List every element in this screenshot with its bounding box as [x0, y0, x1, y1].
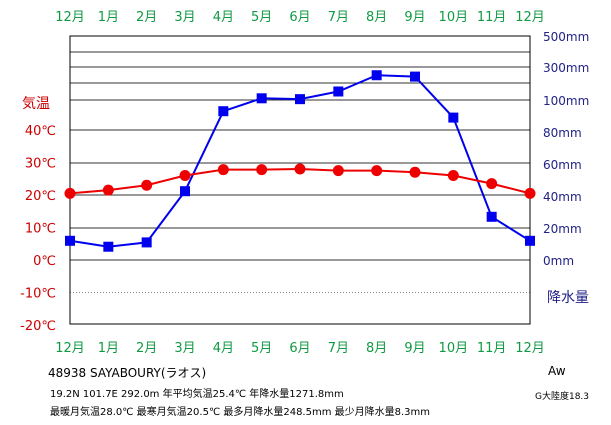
month-label-bottom: 6月 [289, 341, 310, 356]
precipitation-point [103, 241, 114, 252]
precipitation-tick-label: 500mm [543, 30, 589, 44]
month-label-bottom: 9月 [404, 341, 425, 356]
temperature-point [64, 187, 76, 199]
temperature-point [486, 178, 498, 190]
precipitation-point [218, 106, 229, 117]
station-summary-line-1: 19.2N 101.7E 292.0m 年平均気温25.4℃ 年降水量1271.… [50, 389, 344, 400]
month-label-bottom: 8月 [366, 341, 387, 356]
month-label-bottom: 11月 [477, 341, 507, 356]
station-name: 48938 SAYABOURY(ラオス) [48, 366, 207, 380]
temperature-point [371, 165, 383, 177]
temperature-point [179, 170, 191, 181]
temperature-point [256, 164, 268, 176]
month-label-top: 2月 [136, 10, 157, 25]
temperature-tick-label: 40℃ [25, 124, 56, 139]
temperature-tick-label: 0℃ [33, 254, 56, 269]
month-label-bottom: 10月 [439, 341, 469, 356]
month-label-top: 6月 [289, 10, 310, 25]
month-label-top: 11月 [477, 10, 507, 25]
temperature-tick-label: 30℃ [25, 157, 56, 172]
precipitation-tick-label: 80mm [543, 126, 582, 140]
month-label-top: 4月 [213, 10, 234, 25]
month-label-top: 3月 [174, 10, 195, 25]
precipitation-tick-label: 100mm [543, 94, 589, 108]
precipitation-point [141, 237, 152, 248]
month-label-bottom: 12月 [55, 341, 85, 356]
temperature-tick-label: 10℃ [25, 222, 56, 237]
precipitation-point [333, 86, 344, 97]
precipitation-point [256, 93, 267, 104]
month-label-bottom: 7月 [328, 341, 349, 356]
precipitation-point [410, 71, 420, 82]
temperature-point [524, 187, 536, 199]
temperature-point [447, 170, 459, 181]
temperature-point [102, 184, 114, 196]
temperature-tick-label: -20℃ [20, 319, 56, 334]
top-month-labels: 12月 1月 2月 3月 4月 5月 6月 7月 8月 9月 10月 11月 12月 [55, 10, 545, 25]
month-label-top: 10月 [439, 10, 469, 25]
precipitation-point [295, 94, 305, 105]
temperature-point [141, 179, 153, 191]
month-label-top: 12月 [515, 10, 545, 25]
precipitation-tick-label: 0mm [543, 254, 574, 268]
month-label-top: 12月 [55, 10, 85, 25]
month-label-top: 8月 [366, 10, 387, 25]
precipitation-tick-label: 40mm [543, 190, 582, 204]
month-label-bottom: 4月 [213, 341, 234, 356]
continentality-index: G大陸度18.3 [535, 392, 590, 402]
temperature-axis-label: 気温 [22, 96, 50, 112]
month-label-bottom: 3月 [174, 341, 195, 356]
month-label-bottom: 2月 [136, 341, 157, 356]
temperature-point [294, 163, 306, 175]
temperature-point [332, 165, 344, 177]
temperature-tick-labels: 40℃ 30℃ 20℃ 10℃ 0℃ -10℃ -20℃ [20, 124, 56, 334]
temperature-tick-label: -10℃ [20, 287, 56, 302]
plot-border [69, 35, 531, 325]
precipitation-tick-label: 20mm [543, 222, 582, 236]
temperature-series [64, 163, 536, 199]
plot-frame [69, 35, 531, 325]
climate-class: Aw [548, 364, 566, 378]
temperature-point [409, 166, 421, 178]
precipitation-axis-label: 降水量 [547, 290, 589, 306]
month-label-bottom: 12月 [515, 341, 545, 356]
temperature-tick-label: 20℃ [25, 189, 56, 204]
bottom-month-labels: 12月 1月 2月 3月 4月 5月 6月 7月 8月 9月 10月 11月 12月 [55, 341, 545, 356]
precipitation-series [65, 70, 535, 252]
temperature-point [217, 164, 229, 176]
precipitation-point [180, 186, 190, 197]
precipitation-tick-label: 300mm [543, 61, 589, 75]
precipitation-point [65, 235, 75, 246]
month-label-top: 1月 [98, 10, 119, 25]
precipitation-tick-labels: 0mm 20mm 40mm 60mm 80mm 100mm 300mm 500mm [543, 30, 589, 268]
month-label-top: 7月 [328, 10, 349, 25]
chart-grid [70, 51, 530, 293]
precipitation-tick-label: 60mm [543, 158, 582, 172]
month-label-bottom: 5月 [251, 341, 272, 356]
precipitation-point [371, 70, 382, 81]
precipitation-point [525, 235, 535, 246]
precipitation-point [486, 211, 497, 222]
precipitation-point [448, 112, 459, 123]
month-label-top: 5月 [251, 10, 272, 25]
month-label-bottom: 1月 [98, 341, 119, 356]
month-label-top: 9月 [404, 10, 425, 25]
station-summary-line-2: 最暖月気温28.0℃ 最寒月気温20.5℃ 最多月降水量248.5mm 最少月降… [50, 407, 431, 418]
